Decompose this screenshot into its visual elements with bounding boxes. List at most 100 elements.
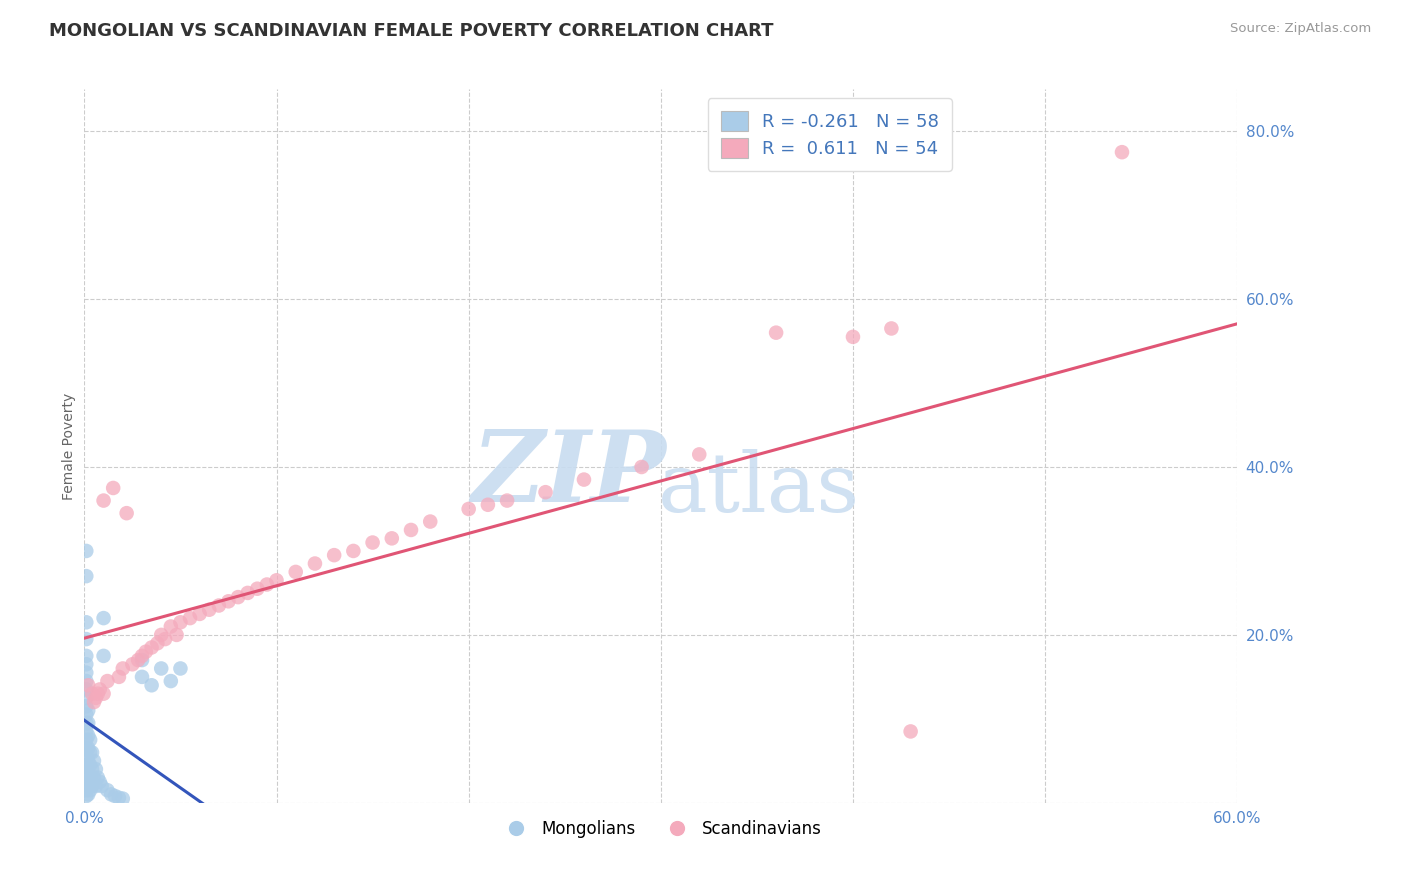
- Point: [256, 577, 278, 591]
- Point: [100, 788, 122, 802]
- Point: [77, 703, 100, 717]
- Point: [226, 590, 249, 604]
- Point: [75, 766, 97, 780]
- Point: [90, 779, 112, 793]
- Point: [75, 774, 97, 789]
- Point: [87, 687, 110, 701]
- Point: [131, 653, 153, 667]
- Point: [121, 657, 143, 672]
- Point: [323, 548, 346, 562]
- Point: [75, 758, 97, 772]
- Point: [477, 498, 499, 512]
- Point: [880, 321, 903, 335]
- Y-axis label: Female Poverty: Female Poverty: [62, 392, 76, 500]
- Point: [75, 665, 97, 680]
- Text: Source: ZipAtlas.com: Source: ZipAtlas.com: [1230, 22, 1371, 36]
- Point: [93, 611, 115, 625]
- Point: [169, 615, 191, 630]
- Point: [150, 628, 173, 642]
- Point: [160, 619, 183, 633]
- Point: [111, 661, 134, 675]
- Point: [150, 661, 173, 675]
- Point: [75, 699, 97, 714]
- Point: [75, 632, 97, 646]
- Point: [77, 678, 100, 692]
- Point: [166, 628, 188, 642]
- Point: [419, 515, 441, 529]
- Point: [141, 640, 163, 655]
- Point: [115, 506, 138, 520]
- Point: [75, 544, 97, 558]
- Point: [93, 493, 115, 508]
- Point: [127, 653, 149, 667]
- Point: [80, 779, 103, 793]
- Point: [84, 762, 107, 776]
- Point: [84, 779, 107, 793]
- Point: [765, 326, 787, 340]
- Point: [236, 586, 259, 600]
- Point: [80, 687, 103, 701]
- Point: [89, 774, 111, 789]
- Point: [84, 690, 107, 705]
- Point: [188, 607, 211, 621]
- Point: [75, 749, 97, 764]
- Point: [218, 594, 240, 608]
- Point: [399, 523, 422, 537]
- Point: [75, 783, 97, 797]
- Point: [83, 695, 105, 709]
- Point: [77, 716, 100, 731]
- Point: [75, 716, 97, 731]
- Point: [77, 779, 100, 793]
- Point: [75, 682, 97, 697]
- Point: [93, 687, 115, 701]
- Point: [75, 789, 97, 803]
- Point: [572, 473, 595, 487]
- Point: [1111, 145, 1133, 160]
- Point: [208, 599, 231, 613]
- Point: [87, 771, 110, 785]
- Point: [77, 766, 100, 780]
- Point: [80, 762, 103, 776]
- Point: [77, 741, 100, 756]
- Point: [457, 502, 479, 516]
- Point: [246, 582, 269, 596]
- Point: [131, 670, 153, 684]
- Point: [96, 783, 118, 797]
- Point: [75, 657, 97, 672]
- Point: [93, 648, 115, 663]
- Point: [146, 636, 169, 650]
- Point: [75, 615, 97, 630]
- Point: [153, 632, 176, 646]
- Point: [79, 771, 101, 785]
- Point: [83, 771, 105, 785]
- Point: [79, 783, 101, 797]
- Point: [79, 732, 101, 747]
- Point: [284, 565, 307, 579]
- Point: [842, 330, 865, 344]
- Text: MONGOLIAN VS SCANDINAVIAN FEMALE POVERTY CORRELATION CHART: MONGOLIAN VS SCANDINAVIAN FEMALE POVERTY…: [49, 22, 773, 40]
- Point: [77, 754, 100, 768]
- Text: ZIP: ZIP: [471, 426, 666, 523]
- Point: [496, 493, 519, 508]
- Text: atlas: atlas: [658, 449, 860, 529]
- Point: [630, 460, 652, 475]
- Point: [75, 690, 97, 705]
- Point: [534, 485, 557, 500]
- Point: [104, 789, 127, 803]
- Point: [381, 532, 404, 546]
- Point: [75, 741, 97, 756]
- Point: [266, 574, 288, 588]
- Point: [131, 648, 153, 663]
- Point: [900, 724, 922, 739]
- Point: [77, 788, 100, 802]
- Point: [179, 611, 201, 625]
- Point: [361, 535, 384, 549]
- Point: [103, 481, 124, 495]
- Point: [75, 569, 97, 583]
- Point: [160, 674, 183, 689]
- Point: [198, 603, 221, 617]
- Point: [80, 746, 103, 760]
- Point: [96, 674, 118, 689]
- Point: [108, 790, 131, 805]
- Point: [75, 724, 97, 739]
